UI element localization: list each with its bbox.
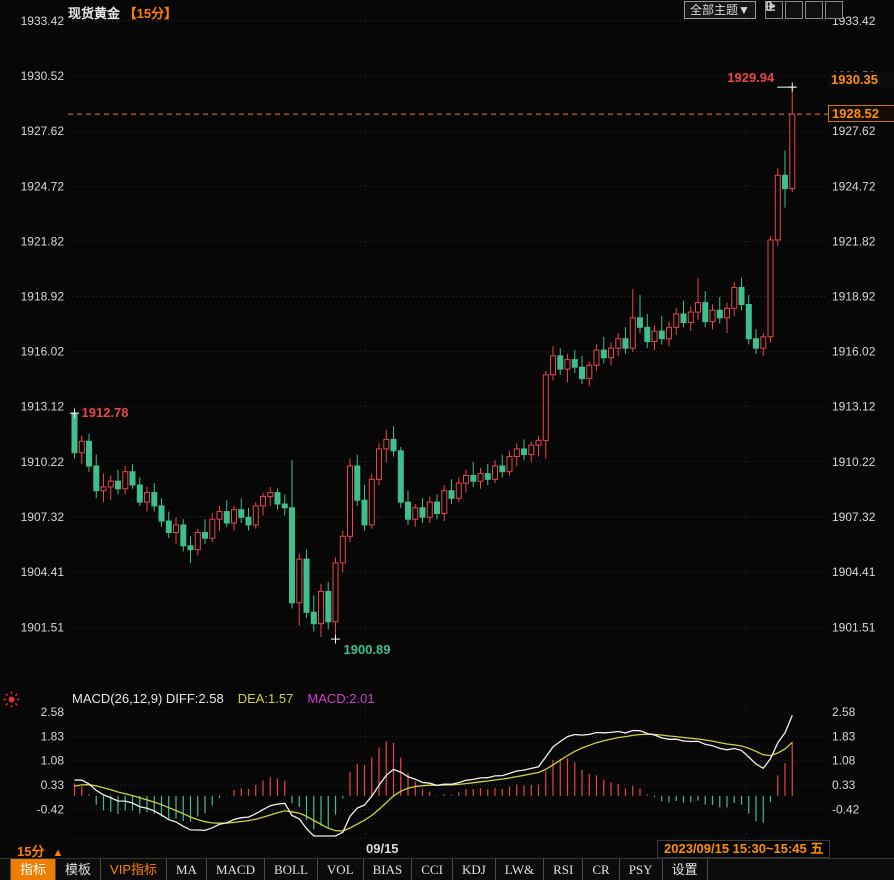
toolbar-tab-0[interactable]: 指标 bbox=[10, 859, 57, 880]
price-axis-tick: 1910.22 bbox=[832, 455, 876, 469]
pane-exit-icon bbox=[766, 1, 776, 11]
period-selector[interactable]: 15分 ▲ bbox=[17, 844, 64, 859]
window-icon-group bbox=[765, 1, 843, 19]
price-axis-tick: 1924.72 bbox=[21, 179, 65, 193]
indicator-toolbar: 指标 模板 VIP指标 MA MACD BOLL VOL BIAS CCI KDJ LW& RSI CR… bbox=[0, 858, 894, 880]
theme-selector-button[interactable]: 全部主题▼ bbox=[684, 1, 756, 19]
toolbar-tab-3[interactable]: MA bbox=[167, 859, 207, 880]
macd-params-diff: MACD(26,12,9) DIFF:2.58 bbox=[72, 691, 224, 706]
price-axis-tick: 1921.82 bbox=[21, 234, 65, 248]
toolbar-tab-9[interactable]: KDJ bbox=[453, 859, 496, 880]
price-axis-tick: 1904.41 bbox=[832, 565, 876, 579]
price-axis-tick: 1918.92 bbox=[21, 290, 65, 304]
price-axis-tick: 1927.62 bbox=[832, 124, 876, 138]
price-axis-tick: 1924.72 bbox=[832, 179, 876, 193]
price-axis-tick: 1913.12 bbox=[21, 400, 65, 414]
pane-axis-up-button[interactable] bbox=[766, 1, 803, 19]
toolbar-tab-12[interactable]: CR bbox=[583, 859, 620, 880]
macd-axis-tick: 1.08 bbox=[832, 754, 856, 768]
page-title: 现货黄金 【15分】 bbox=[68, 3, 177, 22]
toolbar-tab-11[interactable]: RSI bbox=[544, 859, 584, 880]
price-axis-tick: 1921.82 bbox=[832, 234, 876, 248]
alert-sun-icon[interactable] bbox=[3, 691, 20, 708]
toolbar-tab-1[interactable]: 模板 bbox=[56, 859, 102, 880]
diff-line bbox=[74, 715, 793, 837]
macd-dea-value: DEA:1.57 bbox=[237, 691, 294, 706]
toolbar-tab-8[interactable]: CCI bbox=[412, 859, 453, 880]
toolbar-tab-7[interactable]: BIAS bbox=[364, 859, 413, 880]
session-date-label: 09/15 bbox=[366, 841, 399, 856]
macd-indicator-header: MACD(26,12,9) DIFF:2.58 DEA:1.57 MACD:2.01 bbox=[72, 691, 375, 706]
price-axis-tick: 1930.52 bbox=[21, 69, 65, 83]
toolbar-tab-4[interactable]: MACD bbox=[207, 859, 265, 880]
macd-axis-tick: -0.42 bbox=[832, 803, 860, 817]
triangle-up-icon: ▲ bbox=[52, 847, 64, 859]
toolbar-tab-6[interactable]: VOL bbox=[318, 859, 364, 880]
toolbar-tab-13[interactable]: PSY bbox=[620, 859, 663, 880]
price-axis-tick: 1916.02 bbox=[832, 345, 876, 359]
macd-axis-tick: 1.83 bbox=[832, 729, 856, 743]
pane-axis-play-button[interactable] bbox=[766, 1, 823, 19]
candlestick-series bbox=[71, 87, 796, 640]
time-range-status: 2023/09/15 15:30~15:45 五 bbox=[657, 840, 831, 858]
price-axis-tick: 1901.51 bbox=[832, 620, 876, 634]
macd-axis-tick: 0.33 bbox=[41, 778, 65, 792]
price-axis-tick: 1907.32 bbox=[21, 510, 65, 524]
last-price-badge: 1928.52 bbox=[828, 105, 894, 123]
low-price-label: 1900.89 bbox=[344, 642, 391, 657]
price-axis-tick: 1918.92 bbox=[832, 290, 876, 304]
toolbar-tab-10[interactable]: LW& bbox=[496, 859, 545, 880]
open-price-label: 1912.78 bbox=[82, 405, 129, 420]
header-bar: 现货黄金 【15分】 全部主题▼ bbox=[0, 0, 894, 22]
macd-axis-tick: 1.08 bbox=[41, 754, 65, 768]
toolbar-tab-2[interactable]: VIP指标 bbox=[101, 859, 167, 880]
price-axis-tick: 1904.41 bbox=[21, 565, 65, 579]
price-axis-tick: 1901.51 bbox=[21, 620, 65, 634]
macd-axis-tick: 0.33 bbox=[832, 778, 856, 792]
macd-axis-tick: -0.42 bbox=[37, 803, 65, 817]
price-axis-tick: 1933.42 bbox=[21, 14, 65, 28]
macd-axis-tick: 2.58 bbox=[832, 705, 856, 719]
annotations: 1912.78 1900.89 1929.94 bbox=[70, 70, 797, 657]
period-tag: 【15分】 bbox=[123, 6, 178, 21]
price-axis-tick: 1913.12 bbox=[832, 400, 876, 414]
price-marker-badge: 1930.35 bbox=[828, 72, 894, 88]
x-axis-row: 15分 ▲ 09/15 2023/09/15 15:30~15:45 五 bbox=[0, 840, 894, 859]
macd-axis-tick: 1.83 bbox=[41, 729, 65, 743]
dea-line bbox=[74, 733, 793, 832]
price-axis-tick: 1910.22 bbox=[21, 455, 65, 469]
price-axis-tick: 1907.32 bbox=[832, 510, 876, 524]
macd-hist-value: MACD:2.01 bbox=[307, 691, 375, 706]
toolbar-tab-14[interactable]: 设置 bbox=[663, 859, 708, 880]
price-axis-tick: 1927.62 bbox=[21, 124, 65, 138]
toolbar-tab-5[interactable]: BOLL bbox=[265, 859, 318, 880]
pane-exit-button[interactable] bbox=[766, 1, 843, 19]
macd-panel bbox=[73, 715, 793, 837]
macd-axis-tick: 2.58 bbox=[41, 705, 65, 719]
gridlines bbox=[68, 20, 828, 839]
high-price-label: 1929.94 bbox=[727, 70, 775, 85]
symbol-title: 现货黄金 bbox=[68, 6, 121, 21]
price-axis-tick: 1916.02 bbox=[21, 345, 65, 359]
